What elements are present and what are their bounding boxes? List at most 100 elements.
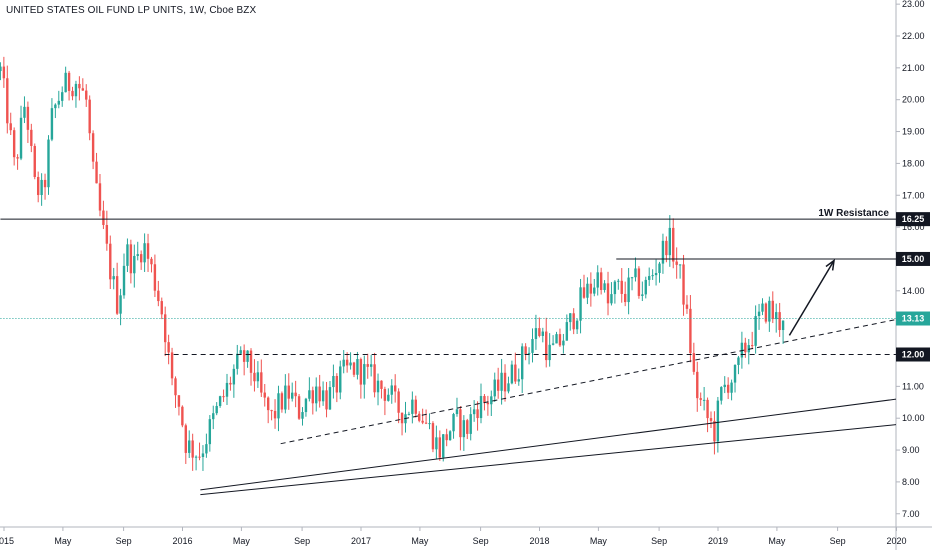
candle-up — [342, 359, 345, 367]
candle-up — [548, 344, 551, 361]
candle-down — [514, 364, 517, 382]
candle-down — [496, 379, 500, 391]
candle-down — [242, 350, 246, 362]
candle-down — [599, 272, 603, 290]
candle-up — [747, 345, 750, 353]
candle-down — [273, 410, 277, 419]
candle-up — [730, 382, 733, 393]
candle-up — [356, 359, 359, 375]
candle-up — [555, 334, 558, 344]
candle-up — [593, 287, 596, 294]
candle-up — [61, 92, 64, 101]
candle-down — [606, 283, 610, 304]
y-tick-label: 9.00 — [902, 445, 920, 455]
candle-up — [119, 295, 122, 314]
candle-down — [36, 176, 40, 196]
level-label-text: 16.25 — [902, 214, 925, 224]
x-tick-label: 2018 — [529, 536, 549, 546]
candle-down — [253, 372, 256, 382]
x-tick-label: Sep — [473, 536, 489, 546]
candle-down — [9, 123, 12, 131]
candle-down — [696, 371, 699, 399]
candle-up — [775, 312, 778, 320]
candle-up — [54, 104, 57, 109]
candle-up — [315, 386, 318, 404]
candle-up — [218, 396, 222, 406]
candle-down — [445, 434, 448, 441]
projection-arrow-shaft — [788, 260, 835, 336]
candle-down — [67, 72, 71, 91]
candle-up — [428, 423, 431, 425]
candle-up — [562, 340, 565, 346]
candle-down — [400, 412, 404, 424]
candle-up — [442, 434, 445, 458]
candle-down — [139, 254, 143, 263]
candle-up — [369, 364, 373, 367]
candle-down — [623, 293, 627, 303]
candle-up — [321, 390, 325, 402]
candle-down — [582, 287, 586, 298]
candle-up — [575, 320, 579, 330]
candle-up — [737, 357, 740, 365]
candle-up — [479, 396, 483, 419]
candle-down — [692, 353, 696, 372]
candle-up — [586, 283, 589, 298]
candle-up — [678, 264, 682, 266]
candle-down — [12, 130, 16, 158]
y-tick-label: 18.00 — [902, 158, 925, 168]
candle-up — [768, 300, 771, 322]
candle-up — [411, 399, 414, 414]
candle-up — [723, 384, 726, 388]
candle-up — [634, 268, 637, 278]
candle-up — [510, 364, 514, 384]
candle-up — [339, 366, 342, 393]
candle-down — [675, 261, 678, 265]
level-label-text: 12.00 — [902, 350, 925, 360]
candle-up — [435, 437, 438, 450]
candle-up — [328, 387, 332, 410]
candle-down — [682, 264, 685, 305]
candle-up — [781, 320, 785, 331]
candle-down — [459, 409, 462, 438]
candle-down — [71, 90, 74, 97]
candle-up — [472, 409, 476, 415]
candle-down — [335, 375, 339, 393]
candle-down — [160, 301, 163, 315]
candle-down — [150, 258, 153, 265]
candle-up — [534, 328, 538, 340]
candle-up — [610, 294, 613, 304]
candle-down — [109, 243, 112, 280]
plot-area — [0, 56, 896, 496]
y-tick-label: 7.00 — [902, 509, 920, 519]
candle-up — [246, 350, 249, 362]
candle-down — [373, 364, 376, 393]
candle-down — [466, 420, 469, 434]
x-tick-label: Sep — [830, 536, 846, 546]
x-tick-label: May — [768, 536, 786, 546]
candle-down — [174, 378, 177, 396]
candle-down — [266, 397, 270, 411]
candle-down — [524, 346, 527, 355]
candle-down — [222, 396, 225, 398]
candle-up — [50, 108, 54, 140]
candle-down — [359, 359, 363, 385]
candle-up — [520, 346, 524, 380]
candle-up — [188, 440, 191, 453]
candle-down — [778, 312, 781, 331]
candle-down — [699, 398, 702, 400]
candle-up — [462, 420, 466, 438]
candle-up — [654, 273, 658, 276]
candle-down — [709, 418, 713, 421]
candle-up — [301, 412, 304, 419]
candle-down — [744, 342, 747, 353]
candle-up — [387, 394, 390, 401]
candle-down — [102, 210, 105, 225]
candle-up — [277, 393, 280, 419]
candle-down — [81, 88, 85, 91]
candle-down — [191, 440, 194, 458]
candle-down — [105, 224, 109, 244]
y-tick-label: 10.00 — [902, 413, 925, 423]
candle-up — [308, 390, 311, 399]
candle-down — [637, 268, 641, 296]
